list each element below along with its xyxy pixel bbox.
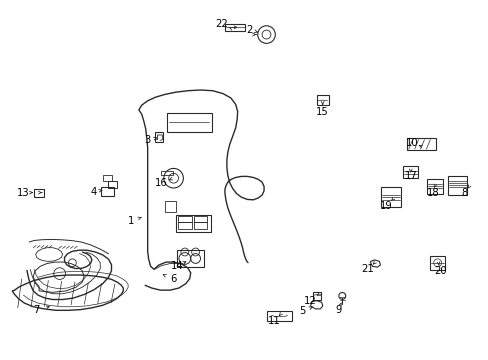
Bar [193,222,207,229]
Text: 17: 17 [404,171,416,181]
Text: 6: 6 [170,274,177,284]
Bar [161,171,173,175]
Text: 12: 12 [304,296,316,306]
Bar [154,132,163,142]
Text: 5: 5 [298,306,305,316]
Text: 15: 15 [316,107,328,117]
Text: 4: 4 [91,186,97,197]
Bar [403,166,417,178]
Bar [316,95,328,105]
Text: 8: 8 [461,188,467,198]
Bar [381,187,400,207]
Text: 21: 21 [361,264,373,274]
Text: 3: 3 [144,135,150,145]
Bar [102,187,114,196]
Bar [312,292,320,300]
Text: 9: 9 [334,305,341,315]
Bar [407,138,435,150]
Text: 10: 10 [405,138,417,148]
Text: 19: 19 [379,201,392,211]
Bar [167,113,212,132]
Bar [178,216,191,222]
Bar [429,256,444,270]
Text: 14: 14 [170,261,183,271]
Text: 22: 22 [215,19,228,30]
Text: 13: 13 [17,188,30,198]
Bar [34,189,44,197]
Bar [193,216,207,222]
Bar [176,215,211,232]
Text: 20: 20 [433,266,446,276]
Text: 7: 7 [33,305,40,315]
Text: 16: 16 [155,178,167,188]
Bar [103,175,112,181]
Bar [447,175,467,195]
Bar [107,181,117,188]
Text: 11: 11 [267,316,280,326]
Bar [178,222,191,229]
Bar [427,179,442,194]
Text: 1: 1 [127,216,134,226]
Text: 2: 2 [245,24,252,35]
Text: 18: 18 [426,188,438,198]
Bar [164,201,175,212]
Bar [224,24,244,31]
Bar [266,311,292,321]
Bar [177,250,204,267]
